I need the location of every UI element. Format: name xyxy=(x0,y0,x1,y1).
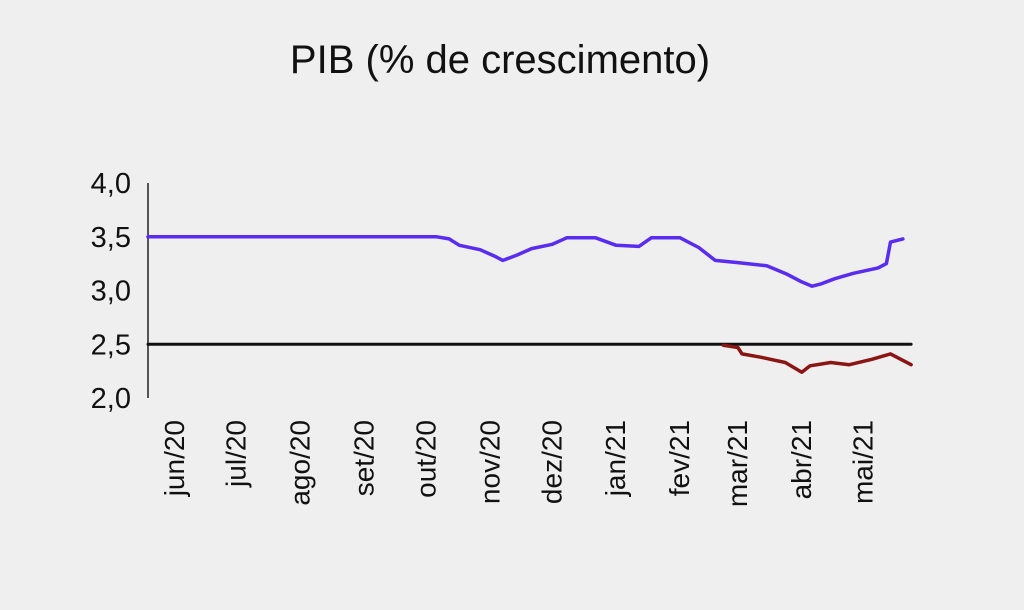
y-tick-label: 2,0 xyxy=(91,383,131,415)
x-ticks: jun/20 jul/20 ago/20 set/20 out/20 nov/20 dez/… xyxy=(159,420,879,507)
x-tick-label: jul/20 xyxy=(221,420,252,488)
x-tick-label: jan/21 xyxy=(600,420,631,497)
y-ticks: 4,0 3,5 3,0 2,5 2,0 xyxy=(91,168,131,415)
y-tick-label: 2,5 xyxy=(91,329,131,361)
x-tick-label: jun/20 xyxy=(159,420,190,497)
x-tick-label: set/20 xyxy=(349,420,380,496)
x-tick-label: mar/21 xyxy=(722,420,753,507)
x-tick-label: fev/21 xyxy=(664,420,695,496)
x-tick-label: ago/20 xyxy=(285,420,316,506)
y-tick-label: 3,5 xyxy=(91,222,131,254)
chart-title: PIB (% de crescimento) xyxy=(290,38,710,82)
series-line-0 xyxy=(146,235,905,288)
x-tick-label: nov/20 xyxy=(474,420,505,504)
x-tick-label: mai/21 xyxy=(848,420,879,504)
x-tick-label: dez/20 xyxy=(536,420,567,504)
series-layer xyxy=(146,235,913,374)
y-tick-label: 3,0 xyxy=(91,276,131,308)
series-line-2 xyxy=(721,343,913,374)
x-tick-label: out/20 xyxy=(410,420,441,498)
y-tick-label: 4,0 xyxy=(91,168,131,200)
x-tick-label: abr/21 xyxy=(786,420,817,499)
